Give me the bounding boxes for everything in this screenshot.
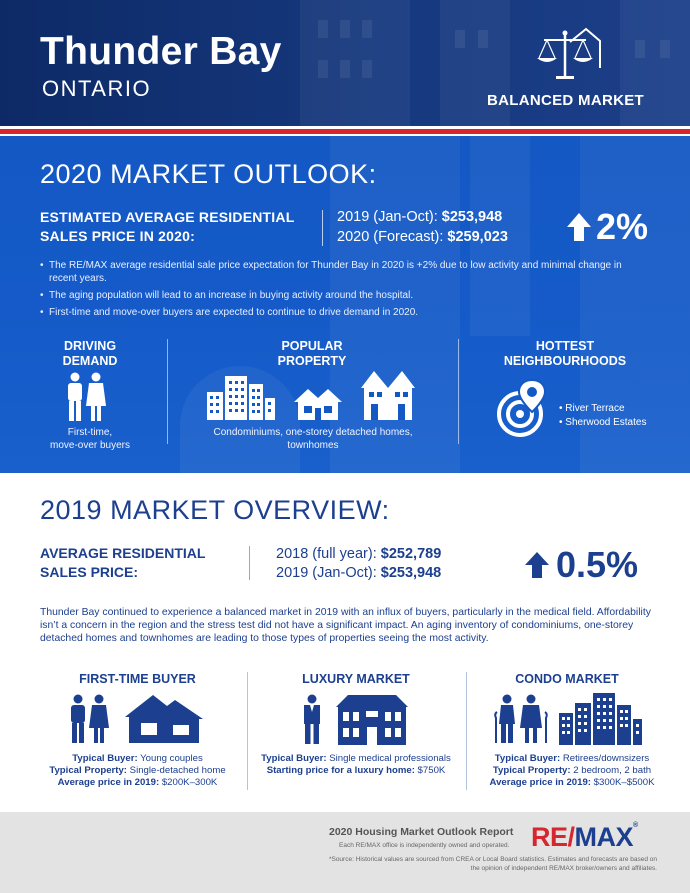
hottest-neighbourhoods-heading: HOTTEST NEIGHBOURHOODS xyxy=(503,339,627,368)
divider xyxy=(0,134,690,136)
overview-price-values: 2018 (full year): $252,789 2019 (Jan-Oct… xyxy=(276,546,442,581)
list-item: The RE/MAX average residential sale pric… xyxy=(40,259,650,285)
report-title: 2020 Housing Market Outlook Report xyxy=(329,826,514,838)
neighbourhood-list: • River Terrace • Sherwood Estates xyxy=(559,402,646,430)
luxury-market-heading: LUXURY MARKET xyxy=(302,672,410,686)
outlook-change: 2% xyxy=(566,206,648,248)
condominium-icon xyxy=(207,376,275,420)
outlook-2020-value: $259,023 xyxy=(447,229,508,245)
up-arrow-icon xyxy=(525,552,549,578)
divider xyxy=(458,339,459,444)
outlook-2019-value: $253,948 xyxy=(441,209,503,225)
market-type-label: BALANCED MARKET xyxy=(487,92,644,109)
divider xyxy=(167,339,168,444)
overview-paragraph: Thunder Bay continued to experience a ba… xyxy=(40,607,651,644)
background-building xyxy=(620,0,690,126)
overview-2018-value: $252,789 xyxy=(380,546,442,562)
outlook-bullet-list: The RE/MAX average residential sale pric… xyxy=(40,259,650,323)
list-item: The aging population will lead to an inc… xyxy=(40,289,650,302)
independence-note: Each RE/MAX office is independently owne… xyxy=(339,842,510,849)
outlook-price-values: 2019 (Jan-Oct): $253,948 2020 (Forecast)… xyxy=(337,209,508,245)
background-building xyxy=(440,0,510,126)
list-item: • River Terrace xyxy=(559,403,625,414)
footer: 2020 Housing Market Outlook Report Each … xyxy=(0,812,690,893)
outlook-price-label: ESTIMATED AVERAGE RESIDENTIAL SALES PRIC… xyxy=(40,209,295,244)
scale-house-icon xyxy=(530,24,602,84)
divider xyxy=(249,546,250,580)
luxury-home-icon xyxy=(336,695,408,745)
province-subtitle: ONTARIO xyxy=(42,76,152,101)
condo-buildings-icon xyxy=(559,693,642,745)
couple-icon xyxy=(68,372,106,421)
red-stripe xyxy=(0,129,690,134)
townhome-icon xyxy=(361,371,415,420)
popular-property-caption: Condominiums, one-storey detached homes,… xyxy=(213,427,413,451)
single-detached-home-icon xyxy=(125,695,203,743)
condo-market-heading: CONDO MARKET xyxy=(515,672,619,686)
background-building xyxy=(300,0,410,126)
up-arrow-icon xyxy=(567,213,591,241)
list-item: First-time and move-over buyers are expe… xyxy=(40,306,650,319)
condo-market-details: Typical Buyer: Retirees/downsizers Typic… xyxy=(489,753,655,788)
divider xyxy=(322,210,323,246)
one-storey-house-icon xyxy=(294,389,342,420)
source-note: *Source: Historical values are sourced f… xyxy=(328,856,657,872)
city-title: Thunder Bay xyxy=(40,30,282,73)
overview-price-label: AVERAGE RESIDENTIAL SALES PRICE: xyxy=(40,545,206,580)
divider xyxy=(466,672,467,790)
overview-change-value: 0.5% xyxy=(556,544,639,585)
luxury-market-details: Typical Buyer: Single medical profession… xyxy=(261,753,451,776)
first-time-buyer-details: Typical Buyer: Young couples Typical Pro… xyxy=(49,753,226,788)
overview-2019-value: $253,948 xyxy=(380,565,442,581)
popular-property-heading: POPULAR PROPERTY xyxy=(277,339,347,368)
outlook-title: 2020 MARKET OUTLOOK: xyxy=(40,159,377,189)
divider xyxy=(0,126,690,129)
list-item: • Sherwood Estates xyxy=(559,417,647,428)
outlook-change-value: 2% xyxy=(596,206,649,247)
overview-title: 2019 MARKET OVERVIEW: xyxy=(40,495,390,525)
professional-person-icon xyxy=(304,694,320,744)
first-time-buyer-heading: FIRST-TIME BUYER xyxy=(79,672,196,686)
location-target-icon xyxy=(497,378,547,437)
header-banner: Thunder Bay ONTARIO BALANCED MARKET xyxy=(0,0,690,126)
divider xyxy=(247,672,248,790)
remax-logo: RE/MAX® xyxy=(531,822,638,852)
driving-demand-heading: DRIVING DEMAND xyxy=(62,339,118,368)
retiree-couple-icon xyxy=(494,694,548,743)
outlook-section: 2020 MARKET OUTLOOK: ESTIMATED AVERAGE R… xyxy=(0,136,690,473)
driving-demand-caption: First-time, move-over buyers xyxy=(49,427,131,451)
couple-icon xyxy=(71,694,109,743)
overview-change: 0.5% xyxy=(524,544,638,586)
